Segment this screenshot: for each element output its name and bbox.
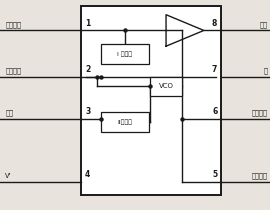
Text: 2: 2 — [85, 65, 90, 74]
Text: 定时电阻: 定时电阻 — [251, 173, 267, 179]
Text: 回路滤波: 回路滤波 — [5, 68, 21, 74]
Text: 4: 4 — [85, 170, 90, 179]
Text: 1: 1 — [85, 19, 90, 28]
Bar — [101, 112, 148, 132]
Text: 地: 地 — [263, 68, 267, 74]
Text: 3: 3 — [85, 107, 90, 116]
Text: 5: 5 — [212, 170, 217, 179]
Bar — [81, 6, 221, 195]
Text: 定时电容: 定时电容 — [251, 110, 267, 116]
Text: 输出: 输出 — [259, 21, 267, 28]
Text: 输入: 输入 — [5, 110, 14, 116]
Text: I 鉴相器: I 鉴相器 — [117, 51, 133, 57]
Text: V': V' — [5, 173, 12, 179]
Bar — [101, 44, 148, 64]
Text: 8: 8 — [212, 19, 217, 28]
Text: 7: 7 — [212, 65, 217, 74]
Text: VCO: VCO — [158, 83, 174, 89]
Bar — [150, 77, 182, 96]
Text: 输出滤波: 输出滤波 — [5, 21, 21, 28]
Text: 6: 6 — [212, 107, 217, 116]
Text: II鉴相器: II鉴相器 — [117, 119, 132, 125]
